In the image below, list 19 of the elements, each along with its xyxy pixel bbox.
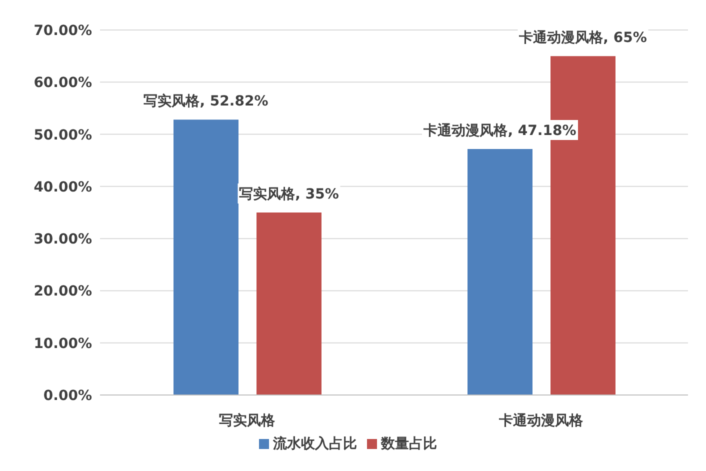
bar — [174, 120, 238, 395]
legend-label: 流水收入占比 — [273, 436, 357, 452]
x-tick-label: 写实风格 — [219, 412, 276, 429]
y-tick-label: 10.00% — [34, 336, 92, 352]
y-tick-label: 50.00% — [34, 127, 92, 144]
y-tick-label: 60.00% — [34, 75, 92, 92]
data-label: 写实风格, 35% — [239, 186, 339, 202]
data-label: 卡通动漫风格, 47.18% — [422, 122, 576, 139]
x-tick-label: 卡通动漫风格 — [498, 412, 584, 429]
bar — [468, 148, 532, 395]
y-tick-label: 70.00% — [34, 22, 92, 39]
y-tick-label: 40.00% — [34, 179, 92, 196]
y-tick-label: 30.00% — [34, 232, 92, 248]
y-tick-label: 20.00% — [34, 284, 92, 300]
data-label: 写实风格, 52.82% — [144, 92, 268, 110]
data-label: 卡通动漫风格, 65% — [518, 29, 647, 46]
bar — [256, 212, 322, 395]
legend-label: 数量占比 — [381, 436, 437, 452]
y-tick-label: 0.00% — [43, 388, 92, 404]
